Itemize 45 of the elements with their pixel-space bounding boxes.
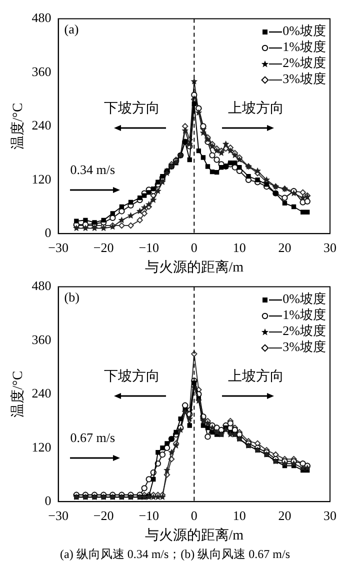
annotation: 0.34 m/s <box>70 162 116 177</box>
x-tick-label: 20 <box>278 508 292 523</box>
y-tick-label: 360 <box>32 64 52 79</box>
y-axis-title: 温度/°C <box>10 370 26 418</box>
x-tick-label: 10 <box>232 508 246 523</box>
y-tick-label: 0 <box>44 493 52 508</box>
x-tick-label: −30 <box>48 240 68 255</box>
legend-label: 0%坡度 <box>282 22 326 38</box>
x-tick-label: 0 <box>190 240 198 255</box>
text: (a) 纵向风速 0.34 m/s；(b) 纵向风速 0.67 m/s <box>59 546 291 563</box>
x-tick-label: −30 <box>48 508 68 523</box>
y-axis-title: 温度/°C <box>10 102 26 150</box>
legend-label: 3%坡度 <box>282 70 326 86</box>
y-tick-label: 240 <box>32 386 52 401</box>
chart-title: (b) <box>64 290 80 305</box>
y-tick-label: 360 <box>32 332 52 347</box>
x-tick-label: −20 <box>93 240 114 255</box>
x-tick-label: 10 <box>232 240 246 255</box>
legend-label: 3%坡度 <box>282 338 326 354</box>
x-tick-label: 20 <box>278 240 292 255</box>
x-tick-label: −10 <box>138 240 160 255</box>
y-tick-label: 240 <box>32 118 52 133</box>
legend-label: 2%坡度 <box>282 322 326 338</box>
x-axis-title: 与火源的距离/m <box>144 259 244 276</box>
x-tick-label: 30 <box>324 240 336 255</box>
x-tick-label: −20 <box>93 508 114 523</box>
y-tick-label: 120 <box>32 171 52 186</box>
x-tick-label: 0 <box>190 508 198 523</box>
annotation: 上坡方向 <box>228 100 284 117</box>
annotation: 0.67 m/s <box>70 430 116 445</box>
legend-label: 1%坡度 <box>282 38 326 54</box>
y-tick-label: 480 <box>32 278 52 294</box>
legend-label: 2%坡度 <box>282 54 326 70</box>
legend-label: 0%坡度 <box>282 290 326 306</box>
y-tick-label: 120 <box>32 439 52 454</box>
annotation: 下坡方向 <box>104 100 160 117</box>
y-tick-label: 0 <box>44 225 52 240</box>
legend-label: 1%坡度 <box>282 306 326 322</box>
annotation: 下坡方向 <box>104 368 160 385</box>
x-tick-label: 30 <box>324 508 336 523</box>
annotation: 上坡方向 <box>228 368 284 385</box>
y-tick-label: 480 <box>32 10 52 26</box>
chart-title: (a) <box>64 22 79 37</box>
x-tick-label: −10 <box>138 508 160 523</box>
x-axis-title: 与火源的距离/m <box>144 527 244 544</box>
